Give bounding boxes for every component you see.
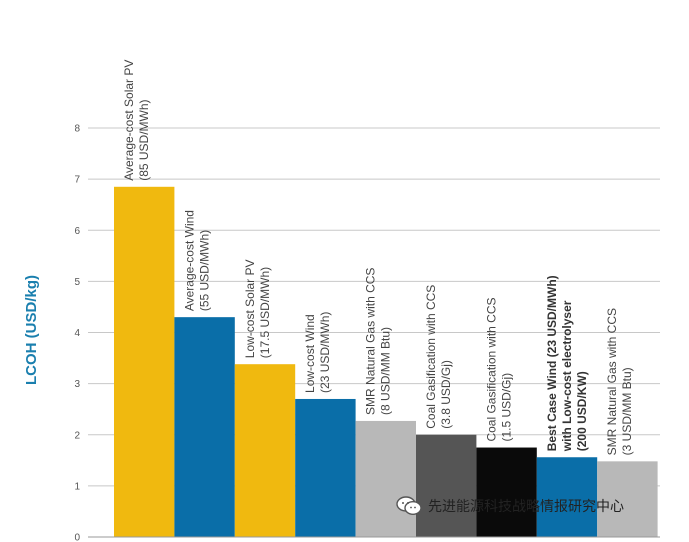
bar: [416, 434, 477, 537]
y-axis-ticks: 0 1 2 3 4 5 6 7 8: [74, 124, 80, 542]
bar: [355, 420, 416, 537]
bar-label: Best Case Wind (23 USD/MWh): [545, 275, 559, 451]
bars: [114, 186, 658, 537]
bar-label: Average-cost Wind: [182, 210, 196, 311]
bar: [476, 447, 537, 537]
bar: [174, 317, 235, 537]
bar-labels: Average-cost Solar PV (85 USD/MWh) Average…: [122, 60, 634, 456]
bar-label: SMR Natural Gas with CCS: [605, 308, 619, 455]
bar-label: (3 USD/MM Btu): [620, 367, 634, 455]
watermark-text: 先进能源科技战略情报研究中心: [428, 499, 624, 515]
y-tick-label: 1: [74, 481, 80, 492]
bar: [114, 186, 175, 537]
y-axis-label: LCOH (USD/kg): [23, 275, 40, 385]
y-tick-label: 4: [74, 328, 80, 339]
y-tick-label: 5: [74, 277, 80, 288]
bar: [536, 457, 598, 537]
bar: [234, 364, 296, 537]
bar-label: Average-cost Solar PV: [122, 60, 136, 181]
y-tick-label: 2: [74, 430, 80, 441]
watermark: 先进能源科技战略情报研究中心: [396, 496, 624, 516]
bar-label: (200 USD/KW): [575, 371, 589, 451]
bar-label: Coal Gasification with CCS: [484, 297, 498, 441]
bar-label: (3.8 USD/Gj): [439, 360, 453, 429]
bar-label: (17.5 USD/MWh): [258, 267, 272, 358]
bar-label: (23 USD/MWh): [318, 312, 332, 393]
y-tick-label: 7: [74, 175, 80, 186]
bar-label: with Low-cost electrolyser: [560, 300, 574, 452]
y-tick-label: 8: [74, 124, 80, 135]
y-tick-label: 3: [74, 379, 80, 390]
bar: [597, 461, 658, 537]
bar-label: Low-cost Wind: [303, 314, 317, 393]
bar-label: Low-cost Solar PV: [243, 259, 257, 358]
bar-label: (8 USD/MM Btu): [379, 327, 393, 415]
y-tick-label: 6: [74, 226, 80, 237]
wechat-icon: [396, 496, 422, 516]
bar-label: (85 USD/MWh): [137, 99, 151, 180]
bar-label: SMR Natural Gas with CCS: [364, 268, 378, 415]
bar: [295, 398, 356, 537]
bar-label: (55 USD/MWh): [197, 230, 211, 311]
bar-label: Coal Gasification with CCS: [424, 285, 438, 429]
y-tick-label: 0: [74, 533, 80, 542]
bar-label: (1.5 USD/Gj): [499, 373, 513, 442]
